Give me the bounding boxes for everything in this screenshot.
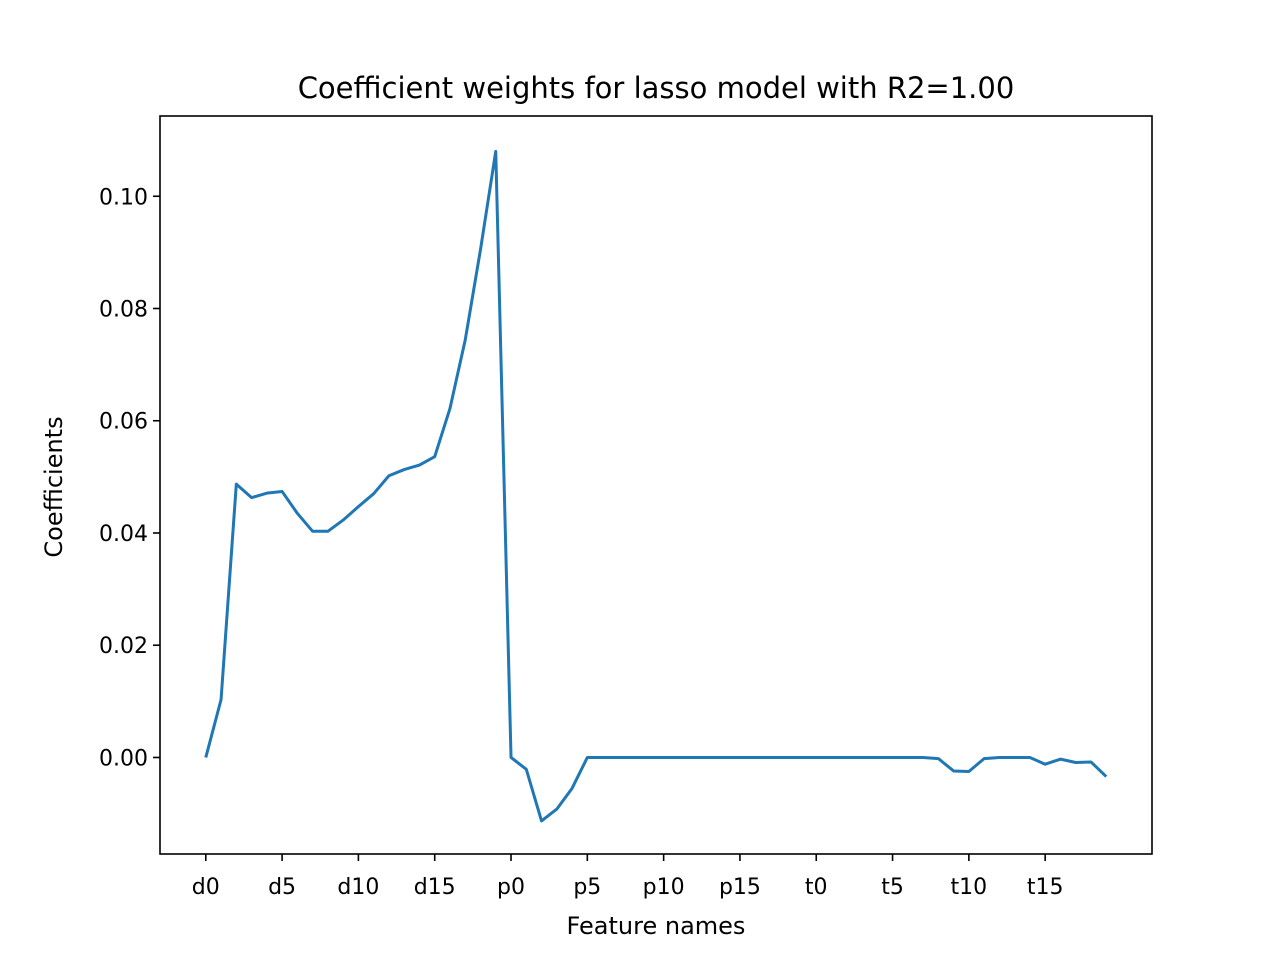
x-tick-label: p5 — [573, 875, 601, 900]
y-axis-ticks: 0.00 0.02 0.04 0.06 0.08 0.10 — [99, 185, 160, 771]
y-tick-label: 0.10 — [99, 185, 148, 210]
x-tick-label: d0 — [192, 875, 220, 900]
series-layer — [204, 149, 1108, 823]
y-tick-label: 0.06 — [99, 410, 148, 435]
y-tick-label: 0.00 — [99, 746, 148, 771]
x-tick-label: p0 — [497, 875, 525, 900]
x-tick-label: d10 — [337, 875, 379, 900]
x-tick-label: t5 — [881, 875, 904, 900]
x-tick-label: p15 — [719, 875, 761, 900]
x-tick-label: t15 — [1027, 875, 1064, 900]
x-axis-ticks: d0 d5 d10 d15 p0 p5 p10 p15 t0 t5 t10 t15 — [192, 854, 1064, 900]
x-axis-label: Feature names — [567, 912, 746, 940]
series-line — [204, 149, 1108, 823]
y-axis-label: Coefficients — [40, 416, 68, 557]
plot-area: 0.00 0.02 0.04 0.06 0.08 0.10 d0 d5 d10 d15 p0 p5 p… — [99, 115, 1153, 900]
chart-title: Coefficient weights for lasso model with… — [298, 71, 1015, 105]
x-tick-label: d5 — [268, 875, 296, 900]
y-tick-label: 0.02 — [99, 634, 148, 659]
y-tick-label: 0.08 — [99, 297, 148, 322]
y-tick-label: 0.04 — [99, 522, 148, 547]
x-tick-label: d15 — [414, 875, 456, 900]
x-tick-label: t10 — [951, 875, 988, 900]
x-tick-label: p10 — [643, 875, 685, 900]
plot-frame — [159, 115, 1153, 855]
x-tick-label: t0 — [805, 875, 828, 900]
